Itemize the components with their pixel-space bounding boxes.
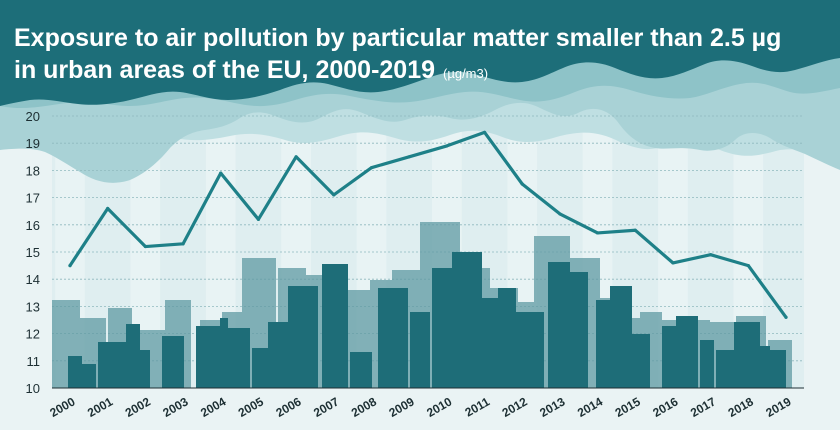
data-point (106, 206, 110, 211)
building-dark (756, 346, 770, 388)
data-point (369, 166, 374, 170)
data-point (520, 182, 524, 186)
building-dark (82, 364, 96, 388)
building-dark (548, 262, 570, 388)
y-tick-label: 17 (26, 191, 40, 206)
building-dark (378, 288, 408, 388)
data-point (407, 155, 411, 159)
building-dark (350, 352, 372, 388)
data-point (784, 315, 788, 319)
building-dark (452, 252, 482, 388)
building-dark (322, 264, 348, 388)
building-dark (516, 312, 544, 388)
series-line (68, 130, 788, 319)
building-dark (140, 350, 150, 388)
data-point (294, 155, 298, 159)
building-dark (480, 298, 500, 388)
y-axis-ticks: 10 11 12 13 14 15 16 17 18 19 20 (26, 109, 40, 396)
building-dark (228, 328, 250, 388)
building-dark (734, 322, 760, 388)
y-tick-label: 16 (26, 218, 40, 233)
y-tick-label: 20 (26, 109, 40, 124)
data-points (68, 130, 788, 319)
data-point (256, 217, 261, 221)
building-dark (662, 326, 678, 388)
building-dark (676, 316, 698, 388)
building-dark (68, 356, 82, 388)
building-dark (162, 336, 184, 388)
building-dark (126, 324, 140, 388)
building-dark (498, 288, 516, 388)
header-band (0, 0, 840, 106)
y-tick-label: 13 (26, 299, 40, 314)
building-dark (568, 272, 588, 388)
building-dark (268, 322, 288, 388)
data-point (595, 231, 600, 235)
data-point (633, 228, 637, 232)
building-dark (288, 286, 318, 388)
chart-title-line2: in urban areas of the EU, 2000-2019 (µg/m… (14, 56, 488, 84)
y-tick-label: 18 (26, 163, 40, 178)
building-dark (700, 340, 714, 388)
building-dark (630, 334, 650, 388)
data-point (558, 212, 562, 216)
y-tick-label: 15 (26, 245, 40, 260)
data-point (709, 253, 713, 257)
data-point (68, 264, 72, 268)
building-dark (770, 350, 786, 388)
building-dark (716, 350, 734, 388)
y-tick-label: 12 (26, 327, 40, 342)
data-point (671, 261, 675, 265)
y-tick-label: 14 (26, 272, 40, 287)
chart-title-line1: Exposure to air pollution by particular … (14, 24, 781, 52)
building-dark (220, 318, 228, 388)
y-tick-label: 19 (26, 136, 40, 151)
y-tick-label: 10 (26, 381, 40, 396)
data-point (746, 264, 750, 268)
building-dark (252, 348, 272, 388)
building-dark (410, 312, 430, 388)
chart-title-line2-text: in urban areas of the EU, 2000-2019 (14, 56, 435, 84)
chart-unit: (µg/m3) (443, 66, 488, 81)
data-point (332, 193, 336, 197)
building-dark (196, 326, 220, 388)
building-dark (610, 286, 632, 388)
data-point (445, 144, 449, 148)
data-point (482, 130, 487, 134)
data-point (181, 242, 185, 246)
data-point (219, 171, 223, 175)
y-tick-label: 11 (27, 354, 41, 369)
data-point (143, 244, 147, 249)
building-dark (98, 342, 126, 388)
skyline-foreground (68, 252, 786, 388)
